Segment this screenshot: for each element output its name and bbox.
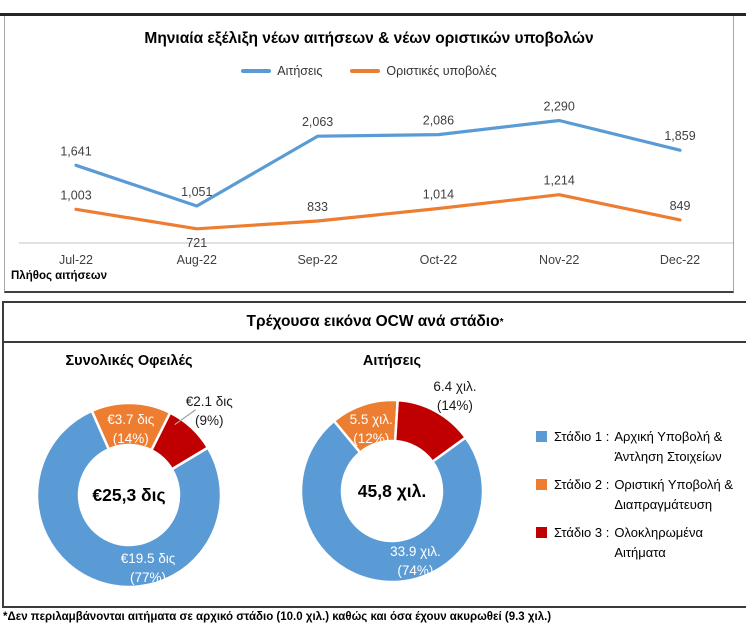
donut-panel: Τρέχουσα εικόνα OCW ανά στάδιο * Συνολικέ… bbox=[2, 301, 746, 608]
slice-label: €3.7 δις (14%) bbox=[107, 412, 155, 446]
series-line-0 bbox=[74, 118, 682, 208]
slice-label: €2.1 δις (9%) bbox=[186, 394, 234, 428]
donut-slice bbox=[150, 411, 210, 471]
stage1-desc: Αρχική Υποβολή & Άντληση Στοιχείων bbox=[614, 429, 723, 464]
donut-panel-title: Τρέχουσα εικόνα OCW ανά στάδιο * bbox=[4, 303, 746, 343]
stage-legend: Στάδιο 1 : Αρχική Υποβολή & Άντληση Στοι… bbox=[536, 427, 744, 571]
data-label: 849 bbox=[670, 199, 691, 213]
category-label: Oct-22 bbox=[420, 253, 458, 267]
slice-label: €19.5 δις (77%) bbox=[121, 551, 176, 585]
stage2-swatch bbox=[536, 479, 547, 490]
donut2-title: Αιτήσεις bbox=[362, 353, 422, 369]
slice-label: 33.9 χιλ. (74%) bbox=[390, 544, 441, 578]
legend-item-stage3: Στάδιο 3 : Ολοκληρωμένα Αιτήματα bbox=[536, 523, 744, 562]
stage3-label: Στάδιο 3 : bbox=[554, 525, 610, 540]
data-label: 2,063 bbox=[302, 115, 333, 129]
stage2-desc: Οριστική Υποβολή & Διαπραγμάτευση bbox=[614, 477, 734, 512]
legend-item-stage1: Στάδιο 1 : Αρχική Υποβολή & Άντληση Στοι… bbox=[536, 427, 744, 466]
slice-label: 5.5 χιλ. (12%) bbox=[350, 412, 393, 446]
donut-panel-content: Συνολικές Οφειλές Αιτήσεις €19.5 δις (77%… bbox=[4, 343, 746, 608]
donut-chart-debts: €19.5 δις (77%) €3.7 δις (14%) €2.1 δις (9%) €… bbox=[35, 394, 234, 589]
footnote-asterisk: * bbox=[499, 316, 504, 328]
donut-panel-title-text: Τρέχουσα εικόνα OCW ανά στάδιο bbox=[246, 313, 500, 330]
line-chart-panel: Μηνιαία εξέλιξη νέων αιτήσεων & νέων ορι… bbox=[4, 16, 734, 293]
category-label: Sep-22 bbox=[297, 253, 337, 267]
category-label: Aug-22 bbox=[177, 253, 217, 267]
series-line-1 bbox=[74, 193, 682, 231]
category-label: Dec-22 bbox=[660, 253, 700, 267]
data-label: 721 bbox=[186, 236, 207, 250]
line-chart-svg: 1,641 1,051 2,063 2,086 2,290 1,859 1,003 721 83… bbox=[19, 100, 733, 267]
stage3-desc: Ολοκληρωμένα Αιτήματα bbox=[614, 525, 704, 560]
line-chart-title: Μηνιαία εξέλιξη νέων αιτήσεων & νέων ορι… bbox=[144, 30, 594, 47]
line-legend-item-1: Οριστικές υποβολές bbox=[350, 64, 497, 78]
data-label: 2,086 bbox=[423, 114, 454, 128]
donut-slice bbox=[299, 419, 485, 584]
top-divider bbox=[0, 13, 746, 16]
donut-slice bbox=[393, 398, 467, 463]
category-label: Nov-22 bbox=[539, 253, 579, 267]
data-label: 1,051 bbox=[181, 185, 212, 199]
slice-label: 6.4 χιλ. (14%) bbox=[433, 379, 476, 413]
data-label: 2,290 bbox=[544, 100, 575, 114]
data-label: 1,641 bbox=[60, 144, 91, 158]
leader-line bbox=[174, 409, 196, 426]
data-label: 1,014 bbox=[423, 188, 454, 202]
stage2-label: Στάδιο 2 : bbox=[554, 477, 610, 492]
donut-center-label: €25,3 δις bbox=[92, 485, 165, 505]
donut-chart-applications: 33.9 χιλ. (74%) 5.5 χιλ. (12%) 6.4 χιλ. (14%)… bbox=[299, 379, 485, 584]
data-label: 1,003 bbox=[60, 188, 91, 202]
donut1-title: Συνολικές Οφειλές bbox=[65, 353, 193, 369]
footnote: *Δεν περιλαμβάνονται αιτήματα σε αρχικό … bbox=[3, 611, 552, 623]
donut-slice bbox=[35, 409, 223, 589]
legend-item-stage2: Στάδιο 2 : Οριστική Υποβολή & Διαπραγμάτ… bbox=[536, 475, 744, 514]
y-axis-note: Πλήθος αιτήσεων bbox=[11, 270, 107, 282]
donut-center-label: 45,8 χιλ. bbox=[358, 481, 426, 501]
data-label: 1,214 bbox=[544, 174, 575, 188]
stage3-swatch bbox=[536, 527, 547, 538]
category-label: Jul-22 bbox=[59, 253, 93, 267]
line-legend-item-0: Αιτήσεις bbox=[241, 64, 322, 78]
legend-line-swatch bbox=[350, 69, 381, 73]
stage1-swatch bbox=[536, 431, 547, 442]
data-label: 1,859 bbox=[664, 129, 695, 143]
legend-series-name: Οριστικές υποβολές bbox=[386, 64, 497, 78]
line-chart-legend: Αιτήσεις Οριστικές υποβολές bbox=[5, 64, 733, 78]
legend-line-swatch bbox=[241, 69, 272, 73]
data-label: 833 bbox=[307, 200, 328, 214]
legend-series-name: Αιτήσεις bbox=[277, 64, 323, 78]
stage1-label: Στάδιο 1 : bbox=[554, 429, 610, 444]
